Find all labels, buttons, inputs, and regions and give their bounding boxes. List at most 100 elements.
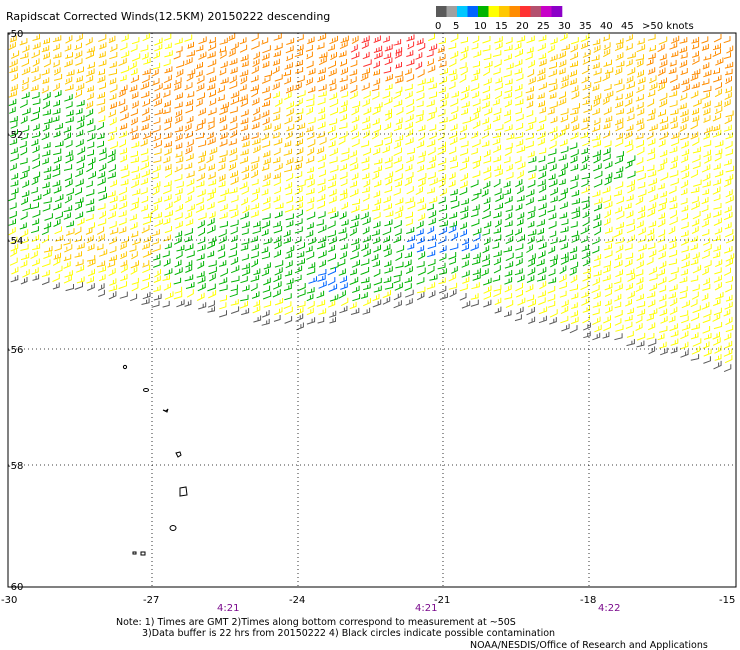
wind-barb	[449, 220, 457, 228]
wind-barb	[525, 52, 533, 61]
lon-label: -27	[143, 595, 159, 606]
wind-barb	[294, 186, 303, 195]
wind-barb	[470, 210, 479, 218]
wind-barb	[351, 115, 360, 123]
lat-label: -58	[7, 461, 23, 472]
wind-barb	[30, 250, 38, 260]
wind-barb	[21, 58, 29, 67]
wind-barb	[250, 202, 260, 210]
wind-barb	[415, 110, 424, 117]
wind-barb	[406, 34, 415, 42]
wind-barb	[373, 212, 381, 220]
wind-barb	[338, 136, 346, 145]
wind-barb	[372, 106, 381, 115]
wind-barb	[626, 124, 634, 132]
wind-barb	[176, 181, 184, 189]
wind-barb	[416, 261, 425, 268]
wind-barb	[241, 253, 249, 261]
wind-barb	[570, 44, 578, 53]
wind-barb	[97, 283, 105, 291]
wind-barb	[427, 226, 435, 235]
island-outline	[132, 551, 137, 555]
wind-barb	[714, 140, 724, 148]
wind-barb	[504, 86, 513, 93]
note-line-1: Note: 1) Times are GMT 2)Times along bot…	[116, 617, 516, 628]
wind-barb	[448, 252, 457, 260]
wind-barb	[503, 53, 512, 62]
wind-barb	[360, 276, 370, 284]
wind-barb	[130, 202, 139, 211]
wind-barb	[87, 157, 96, 166]
legend-color-bar	[436, 6, 563, 17]
wind-barb	[714, 82, 722, 90]
wind-barb	[658, 139, 666, 148]
wind-barb	[209, 273, 216, 282]
legend-label: 5	[453, 21, 459, 32]
wind-barb	[679, 60, 688, 68]
wind-barb	[492, 50, 502, 57]
wind-barb	[382, 296, 391, 305]
wind-barb	[525, 284, 534, 293]
wind-barb	[207, 117, 215, 124]
wind-barb	[230, 195, 239, 203]
wind-barb	[350, 60, 358, 68]
wind-barb	[692, 154, 701, 163]
wind-barb	[582, 258, 591, 267]
wind-barb	[43, 117, 53, 125]
wind-barb	[109, 52, 118, 60]
wind-barb	[702, 62, 710, 70]
wind-barb	[118, 187, 127, 196]
wind-barb	[330, 262, 339, 270]
wind-barb	[220, 102, 229, 110]
wind-barb	[196, 244, 206, 252]
wind-barb	[242, 284, 250, 292]
wind-barb	[186, 73, 194, 82]
wind-barb	[527, 60, 535, 68]
wind-barb	[393, 188, 401, 196]
wind-barb	[173, 83, 182, 91]
wind-barb	[482, 228, 490, 236]
wind-barb	[549, 101, 558, 109]
wind-barb	[416, 100, 424, 108]
longitude-labels: -30 -27 -24 -21 -18 -15	[1, 595, 735, 606]
wind-barb	[703, 333, 712, 340]
wind-barb	[229, 187, 238, 194]
wind-barb	[229, 204, 238, 212]
wind-barb	[273, 138, 283, 146]
time-label: 4:21	[415, 603, 437, 614]
wind-barb	[361, 186, 370, 194]
wind-barb	[187, 41, 194, 49]
wind-barb	[670, 267, 679, 275]
wind-barb	[195, 197, 204, 206]
wind-barb	[185, 260, 193, 268]
wind-barb	[459, 284, 468, 292]
wind-barb	[571, 234, 580, 243]
wind-barb	[538, 58, 547, 67]
wind-barb	[327, 206, 336, 214]
wind-barb	[97, 186, 106, 194]
wind-barb	[538, 297, 546, 306]
wind-barb	[43, 59, 51, 68]
wind-barb	[624, 202, 632, 210]
wind-barb	[283, 165, 292, 173]
wind-barb	[174, 259, 182, 268]
wind-barb	[526, 275, 535, 283]
wind-barb	[19, 157, 28, 165]
wind-barb	[131, 283, 139, 292]
wind-barb	[561, 218, 569, 226]
wind-barb	[296, 147, 304, 155]
wind-barb	[163, 258, 171, 267]
wind-barb	[120, 65, 130, 74]
wind-barb	[338, 290, 346, 299]
wind-barb	[527, 236, 535, 245]
wind-barb	[240, 294, 249, 302]
wind-barb	[559, 33, 568, 42]
wind-barb	[627, 291, 635, 299]
wind-barb	[306, 132, 315, 140]
wind-barb	[340, 154, 350, 162]
wind-barb	[206, 155, 214, 164]
wind-barb	[121, 236, 129, 244]
wind-barb	[572, 103, 580, 110]
wind-barb	[65, 284, 74, 292]
wind-barb	[725, 189, 733, 198]
